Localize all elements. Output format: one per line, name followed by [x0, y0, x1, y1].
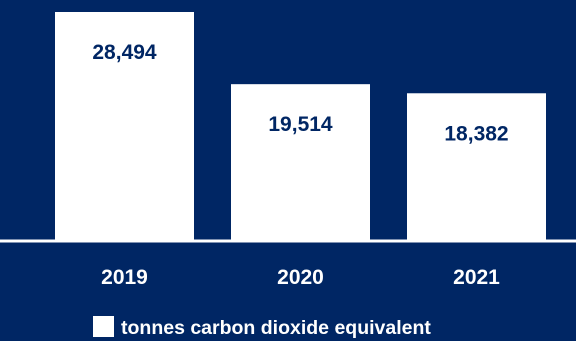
x-tick-labels-group: 2019 2020 2021 [101, 266, 500, 289]
x-tick-label-2019: 2019 [101, 266, 148, 289]
legend-swatch [93, 316, 114, 337]
legend-label: tonnes carbon dioxide equivalent [121, 317, 431, 339]
x-tick-label-2021: 2021 [453, 266, 500, 289]
bar-2021 [407, 93, 546, 241]
bar-value-label-2020: 19,514 [268, 113, 333, 136]
bar-2020 [231, 84, 370, 241]
bar-value-label-2021: 18,382 [444, 122, 508, 145]
value-labels-group: 28,494 19,514 18,382 [92, 41, 508, 145]
bar-value-label-2019: 28,494 [92, 41, 157, 64]
x-tick-label-2020: 2020 [277, 266, 324, 289]
bars-group [55, 12, 546, 241]
bar-2019 [55, 12, 194, 241]
legend: tonnes carbon dioxide equivalent [93, 316, 431, 339]
